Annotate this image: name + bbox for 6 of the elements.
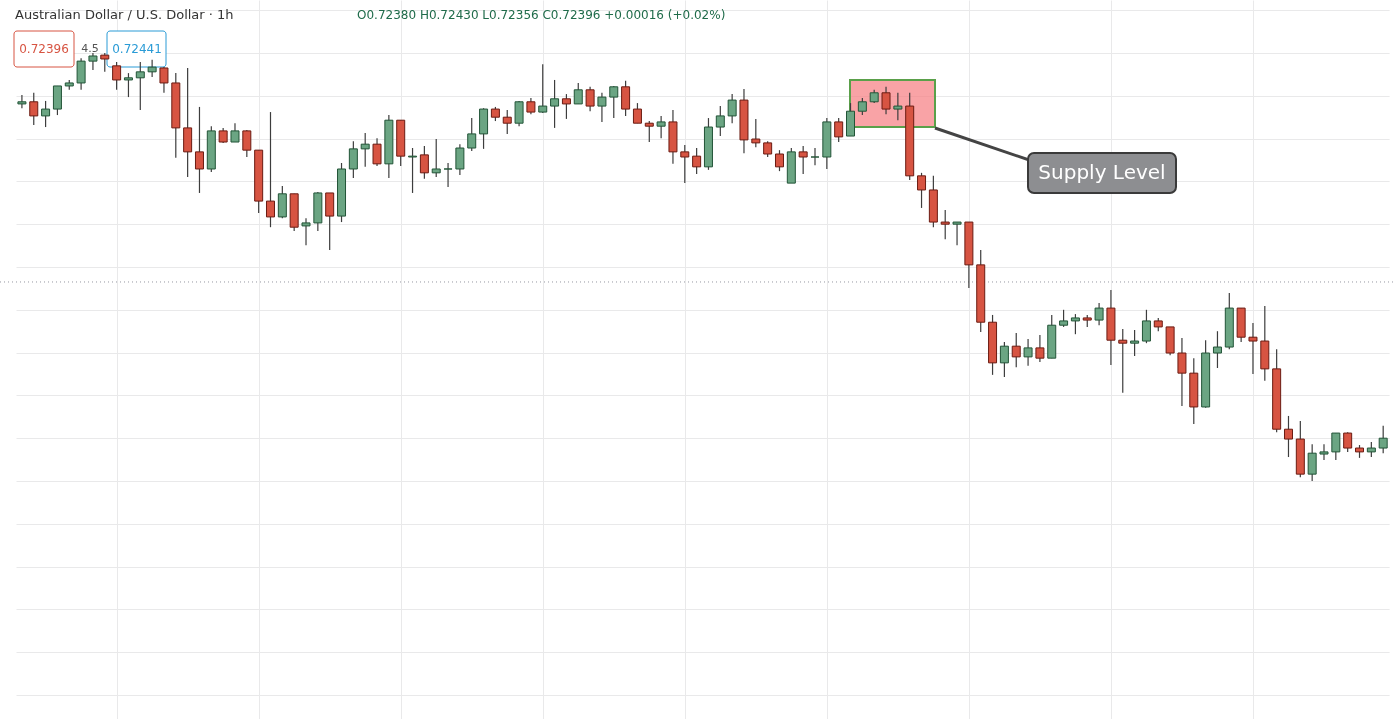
annotation: 0.72396 [19,42,69,56]
annotation: 0.72441 [112,42,162,56]
text: O0.72380 H0.72430 L0.72356 C0.72396 +0.00016 (+0.02%) [357,8,726,22]
annotation: 4.5 [81,42,99,55]
chart-title: Australian Dollar / U.S. Dollar · 1h [15,7,234,22]
band-label: Supply Level [1038,160,1166,184]
